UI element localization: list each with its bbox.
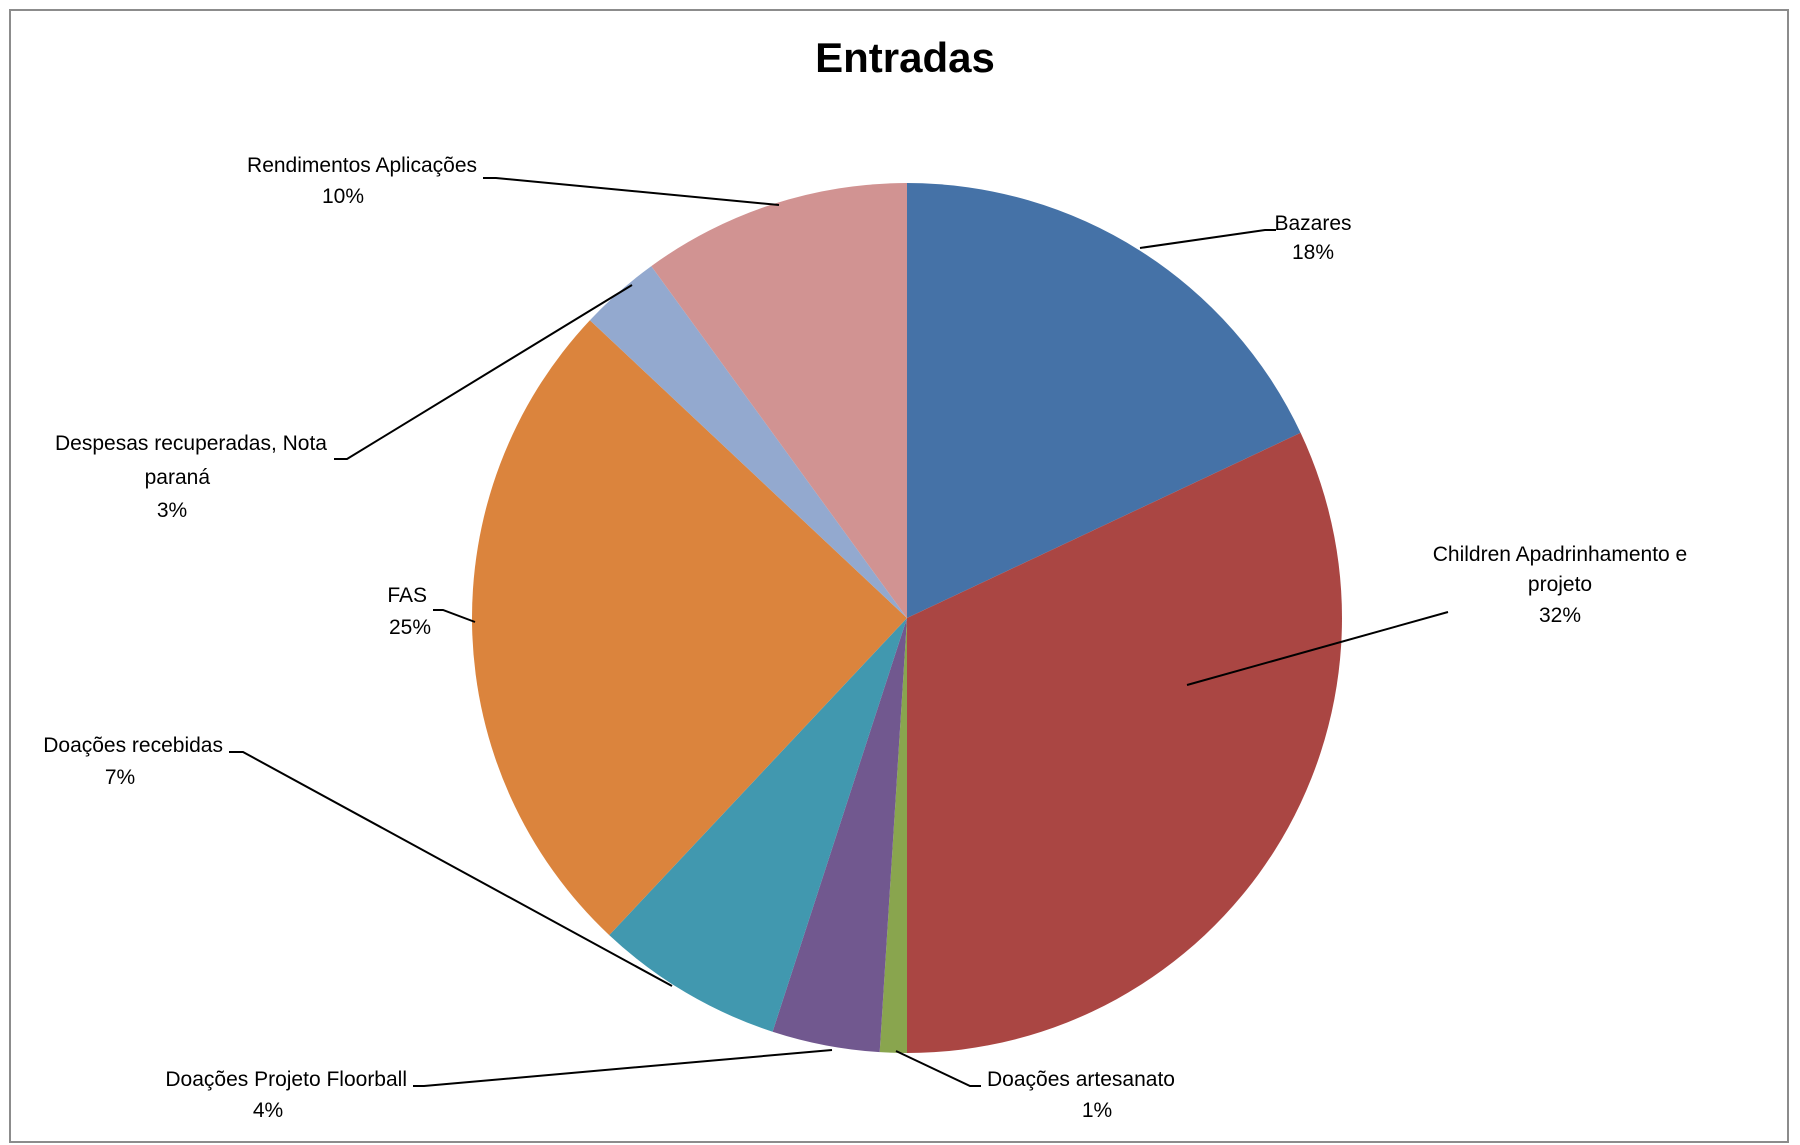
pie-slice-7 xyxy=(589,266,907,618)
pie-slice-5 xyxy=(609,618,907,1032)
chart-title: Entradas xyxy=(815,34,995,81)
slice-label-2-line-1: Children Apadrinhamento e xyxy=(1433,543,1688,566)
leader-line-8 xyxy=(483,177,780,206)
slice-percent-1: 18% xyxy=(1292,241,1334,264)
slice-label-4: Doações Projeto Floorball xyxy=(165,1068,407,1091)
pie-slice-8 xyxy=(651,183,907,618)
leader-line-4 xyxy=(413,1049,833,1087)
slice-percent-3: 1% xyxy=(1082,1099,1112,1122)
pie-slice-6 xyxy=(471,320,907,936)
leader-line-5 xyxy=(229,751,673,987)
slice-percent-8: 10% xyxy=(322,185,364,208)
pie-slices xyxy=(471,183,1342,1053)
leader-line-6 xyxy=(433,609,476,623)
pie-slice-3 xyxy=(879,618,907,1053)
leader-line-7 xyxy=(334,284,633,460)
slice-label-7-line-2: paraná xyxy=(145,466,211,489)
slice-percent-6: 25% xyxy=(389,616,431,639)
leader-line-3 xyxy=(895,1050,981,1087)
pie-slice-4 xyxy=(772,618,907,1053)
slice-labels: Bazares 18% Children Apadrinhamento e proje… xyxy=(43,154,1687,1122)
leader-lines xyxy=(229,177,1449,1087)
slice-label-2-line-2: projeto xyxy=(1528,573,1592,596)
pie-slice-2 xyxy=(907,432,1342,1053)
slice-label-5: Doações recebidas xyxy=(43,734,223,757)
slice-percent-5: 7% xyxy=(105,766,135,789)
slice-label-3: Doações artesanato xyxy=(987,1068,1175,1091)
leader-line-1 xyxy=(1139,229,1276,249)
slice-label-8: Rendimentos Aplicações xyxy=(247,154,477,177)
slice-label-6: FAS xyxy=(387,584,427,607)
slice-label-7-line-1: Despesas recuperadas, Nota xyxy=(55,432,327,455)
leader-line-2 xyxy=(1186,611,1449,686)
slice-percent-4: 4% xyxy=(253,1099,283,1122)
slice-percent-7: 3% xyxy=(157,499,187,522)
pie-slice-1 xyxy=(907,183,1301,618)
slice-percent-2: 32% xyxy=(1539,604,1581,627)
slice-label-1: Bazares xyxy=(1274,212,1351,235)
